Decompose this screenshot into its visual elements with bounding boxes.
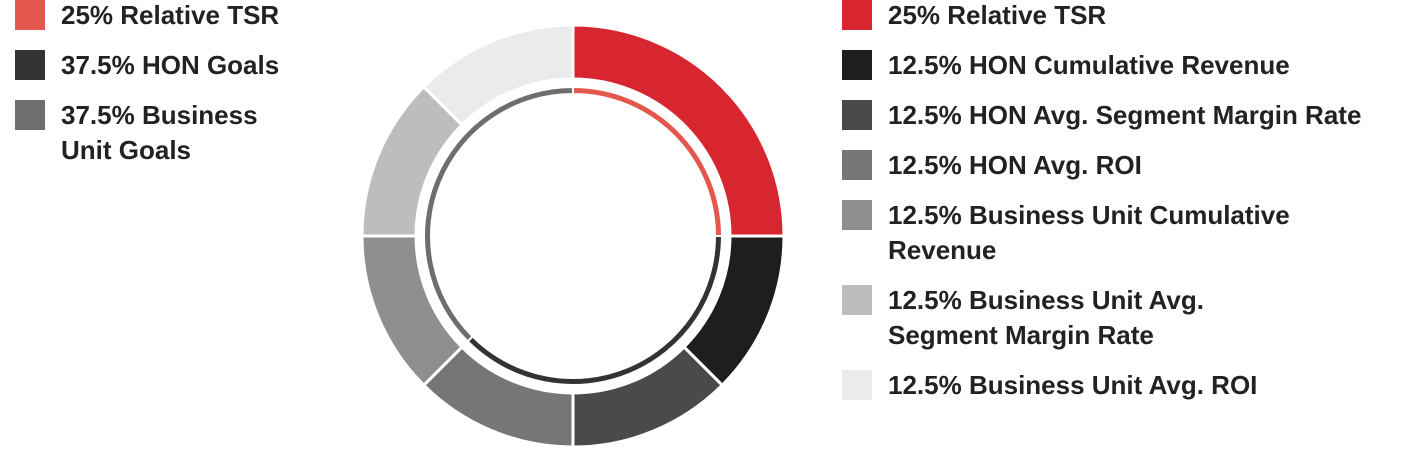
- legend: 25% Relative TSR 12.5% HON Cumulative Rev…: [842, 0, 1423, 418]
- legend-swatch: [842, 370, 872, 400]
- legend-swatch: [842, 150, 872, 180]
- legend-item: 37.5% HON Goals: [15, 48, 296, 83]
- legend-item: 25% Relative TSR: [15, 0, 296, 33]
- legend-label: 37.5% HON Goals: [61, 50, 280, 80]
- legend-item: 12.5% HON Cumulative Revenue: [842, 48, 1423, 83]
- legend-item: 25% Relative TSR: [842, 0, 1423, 33]
- legend-swatch: [842, 100, 872, 130]
- legend-label: 12.5% HON Avg. ROI: [888, 150, 1142, 180]
- legend-label: 37.5% Business Unit Goals: [61, 100, 258, 165]
- legend-swatch: [15, 50, 45, 80]
- legend-item: 37.5% Business Unit Goals: [15, 98, 296, 168]
- legend-label: 12.5% HON Avg. Segment Margin Rate: [888, 100, 1362, 130]
- legend-swatch: [842, 200, 872, 230]
- legend-item: 12.5% Business Unit Cumulative Revenue: [842, 198, 1423, 268]
- legend-label: 12.5% Business Unit Avg. ROI: [888, 370, 1258, 400]
- legend-item: 12.5% Business Unit Avg. ROI: [842, 368, 1423, 403]
- legend-item: 12.5% HON Avg. Segment Margin Rate: [842, 98, 1423, 133]
- legend-swatch: [15, 100, 45, 130]
- legend-swatch: [842, 0, 872, 30]
- legend: 25% Relative TSR 37.5% HON Goals 37.5% Bus…: [15, 0, 296, 183]
- donut-segment: [423, 85, 574, 343]
- legend-item: 12.5% Business Unit Avg. Segment Margin …: [842, 283, 1423, 353]
- legend-item: 12.5% HON Avg. ROI: [842, 148, 1423, 183]
- legend-label: 12.5% Business Unit Cumulative Revenue: [888, 200, 1290, 265]
- legend-swatch: [15, 0, 45, 30]
- legend-label: 25% Relative TSR: [61, 0, 280, 30]
- legend-label: 12.5% HON Cumulative Revenue: [888, 50, 1290, 80]
- legend-label: 12.5% Business Unit Avg. Segment Margin …: [888, 285, 1204, 350]
- legend-swatch: [842, 50, 872, 80]
- legend-label: 25% Relative TSR: [888, 0, 1107, 30]
- legend-swatch: [842, 285, 872, 315]
- donut-segment: [421, 23, 575, 128]
